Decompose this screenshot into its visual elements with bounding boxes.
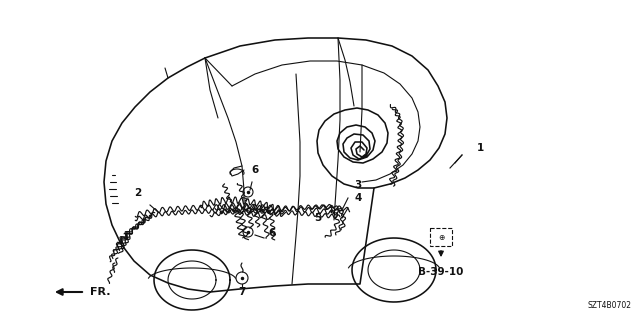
Text: 7: 7 <box>238 287 246 297</box>
Text: 6: 6 <box>252 165 259 175</box>
Text: 1: 1 <box>476 143 484 153</box>
Text: SZT4B0702: SZT4B0702 <box>588 301 632 310</box>
FancyBboxPatch shape <box>430 228 452 246</box>
Text: ⊕: ⊕ <box>438 233 444 241</box>
Text: FR.: FR. <box>90 287 111 297</box>
Text: 2: 2 <box>134 188 141 198</box>
Text: B-39-10: B-39-10 <box>419 267 464 277</box>
Text: 6: 6 <box>268 228 276 238</box>
Text: 3: 3 <box>355 180 362 190</box>
Text: 4: 4 <box>355 193 362 203</box>
Text: 5: 5 <box>314 213 322 223</box>
